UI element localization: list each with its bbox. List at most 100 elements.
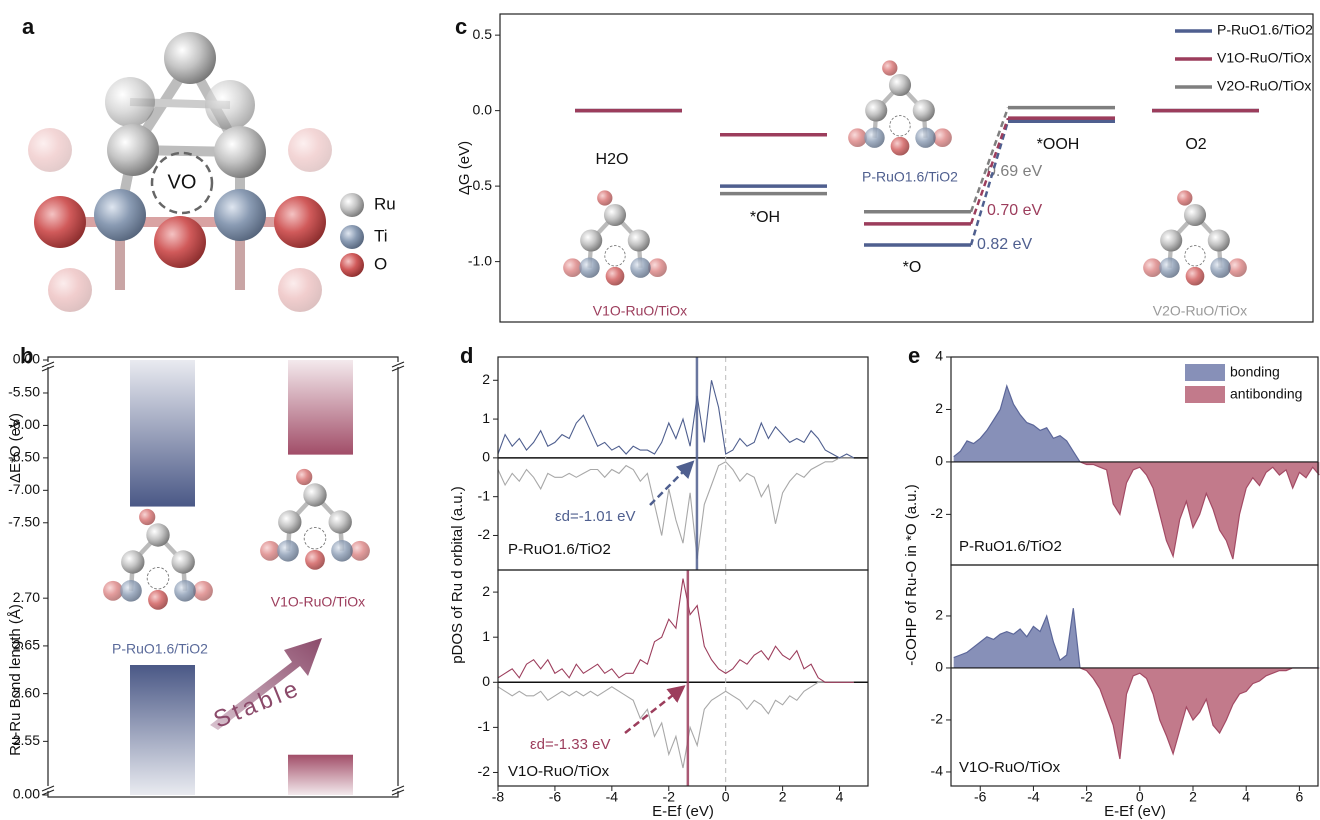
plot-frame <box>498 570 868 786</box>
bar <box>288 360 353 455</box>
barrier-label: 0.70 eV <box>987 202 1042 219</box>
y-tick-label: 2 <box>935 400 943 416</box>
y-tick-label: 0.00 <box>13 351 40 367</box>
y-tick-label: -2 <box>478 526 491 542</box>
structure-icon <box>1143 190 1247 285</box>
structure-label: V1O-RuO/TiOx <box>593 303 687 319</box>
legend-label: Ti <box>374 226 388 245</box>
y-tick-label: 0 <box>935 453 943 469</box>
bar <box>288 755 353 795</box>
x-tick-label: -8 <box>492 789 505 805</box>
legend-label: P-RuO1.6/TiO2 <box>1217 22 1313 38</box>
system-label: P-RuO1.6/TiO2 <box>508 541 611 558</box>
legend-label: antibonding <box>1230 386 1302 402</box>
structure-label: V1O-RuO/TiOx <box>271 594 365 610</box>
y-tick-label: 2.65 <box>13 637 40 653</box>
y-tick-label: -7.50 <box>8 513 40 529</box>
step-label: *OOH <box>1037 136 1080 153</box>
structure-icon <box>103 509 213 610</box>
dos-line <box>498 682 854 768</box>
legend-label: bonding <box>1230 364 1280 380</box>
panel-label: e <box>908 343 920 368</box>
structure-label: V2O-RuO/TiOx <box>1153 303 1247 319</box>
step-label: O2 <box>1185 136 1206 153</box>
x-tick-label: -2 <box>663 789 676 805</box>
x-axis-label: E-Ef (eV) <box>652 803 714 820</box>
x-tick-label: -2 <box>1080 789 1093 805</box>
panel-label: c <box>455 14 467 39</box>
x-tick-label: 0 <box>722 789 730 805</box>
panel-label: d <box>460 343 473 368</box>
y-tick-label: -1 <box>478 718 491 734</box>
y-tick-label: 2.55 <box>13 732 40 748</box>
x-tick-label: -6 <box>974 789 987 805</box>
y-tick-label: -6.50 <box>8 449 40 465</box>
dos-line <box>498 380 854 458</box>
y-tick-label: 0.0 <box>473 101 493 117</box>
cohp-area <box>954 608 1320 759</box>
connector <box>971 108 1008 212</box>
step-label: H2O <box>596 151 629 168</box>
x-tick-label: -4 <box>606 789 619 805</box>
y-tick-label: 0.00 <box>13 786 40 802</box>
y-tick-label: 4 <box>935 348 943 364</box>
y-tick-label: 2 <box>935 607 943 623</box>
step-label: *OH <box>750 209 780 226</box>
y-tick-label: -6.00 <box>8 416 40 432</box>
system-label: V1O-RuO/TiOx <box>959 759 1061 776</box>
x-axis-label: E-Ef (eV) <box>1104 803 1166 820</box>
x-tick-label: -4 <box>1027 789 1040 805</box>
y-tick-label: 0 <box>935 659 943 675</box>
dos-line <box>498 579 854 683</box>
x-tick-label: 4 <box>836 789 844 805</box>
cohp-area <box>954 386 1320 559</box>
structure-label: P-RuO1.6/TiO2 <box>862 169 958 185</box>
system-label: P-RuO1.6/TiO2 <box>959 538 1062 555</box>
y-tick-label: 0.5 <box>473 26 493 42</box>
y-tick-label: -2 <box>478 763 491 779</box>
legend-label: O <box>374 254 387 273</box>
legend-label: Ru <box>374 194 396 213</box>
system-label: V1O-RuO/TiOx <box>508 763 610 780</box>
y-tick-label: 0 <box>482 673 490 689</box>
x-tick-label: 2 <box>779 789 787 805</box>
d-band-label: εd=-1.33 eV <box>530 736 611 753</box>
annotation: Stable <box>210 674 305 734</box>
y-tick-label: -5.50 <box>8 384 40 400</box>
legend-label: V2O-RuO/TiOx <box>1217 78 1311 94</box>
y-tick-label: -7.00 <box>8 481 40 497</box>
cohp-line <box>954 608 1320 759</box>
y-tick-label: -1.0 <box>468 252 492 268</box>
bar <box>130 665 195 795</box>
y-tick-label: -1 <box>478 487 491 503</box>
y-tick-label: 2.60 <box>13 684 40 700</box>
x-tick-label: 2 <box>1189 789 1197 805</box>
y-axis-label: pDOS of Ru d orbital (a.u.) <box>449 486 466 664</box>
x-tick-label: -6 <box>549 789 562 805</box>
y-tick-label: 2 <box>482 371 490 387</box>
legend-swatch <box>1185 386 1225 403</box>
y-tick-label: 2.70 <box>13 589 40 605</box>
y-tick-label: -0.5 <box>468 177 492 193</box>
structure-icon <box>260 469 370 570</box>
y-axis-label: -COHP of Ru-O in *O (a.u.) <box>903 484 920 665</box>
y-tick-label: -4 <box>931 763 944 779</box>
x-tick-label: 4 <box>1242 789 1250 805</box>
figure: a VO Ru Ti O cΔG (eV)0.50.0-0.5-1.0H2O*O… <box>0 0 1320 820</box>
legend-swatch <box>1185 364 1225 381</box>
y-tick-label: 1 <box>482 628 490 644</box>
structure-icon <box>563 190 667 285</box>
vacancy-label: VO <box>168 171 197 193</box>
x-tick-label: 6 <box>1295 789 1303 805</box>
y-tick-label: 0 <box>482 449 490 465</box>
x-tick-label: 0 <box>1136 789 1144 805</box>
panel-label: a <box>22 14 35 39</box>
legend-label: V1O-RuO/TiOx <box>1217 50 1311 66</box>
structure-label: P-RuO1.6/TiO2 <box>112 641 208 657</box>
barrier-label: 0.82 eV <box>977 236 1032 253</box>
d-band-label: εd=-1.01 eV <box>555 508 636 525</box>
y-tick-label: -2 <box>931 505 944 521</box>
plot-frame <box>498 357 868 570</box>
arrow <box>625 687 683 733</box>
y-tick-label: 1 <box>482 410 490 426</box>
